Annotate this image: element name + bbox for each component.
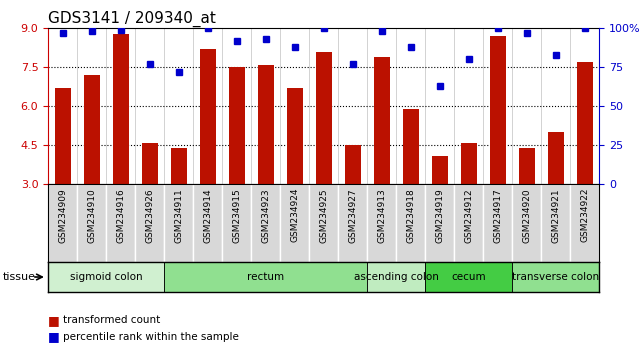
FancyBboxPatch shape — [48, 184, 77, 262]
Bar — [258, 65, 274, 184]
Bar — [199, 49, 215, 184]
Bar — [519, 148, 535, 184]
FancyBboxPatch shape — [396, 184, 425, 262]
Text: GSM234926: GSM234926 — [145, 188, 154, 242]
Bar — [83, 75, 99, 184]
Text: GSM234923: GSM234923 — [261, 188, 270, 242]
Bar — [374, 57, 390, 184]
Bar — [142, 143, 158, 184]
Bar — [577, 62, 593, 184]
Text: GSM234916: GSM234916 — [116, 188, 125, 243]
Text: GSM234919: GSM234919 — [435, 188, 444, 243]
Bar — [461, 143, 477, 184]
FancyBboxPatch shape — [251, 184, 280, 262]
FancyBboxPatch shape — [483, 184, 512, 262]
Bar — [287, 88, 303, 184]
FancyBboxPatch shape — [425, 184, 454, 262]
Text: GSM234917: GSM234917 — [494, 188, 503, 243]
Bar — [316, 52, 331, 184]
FancyBboxPatch shape — [541, 184, 570, 262]
FancyBboxPatch shape — [512, 262, 599, 292]
Bar — [229, 67, 245, 184]
Text: GSM234912: GSM234912 — [464, 188, 473, 242]
Text: GSM234921: GSM234921 — [551, 188, 560, 242]
Text: GSM234925: GSM234925 — [319, 188, 328, 242]
FancyBboxPatch shape — [512, 184, 541, 262]
Text: GSM234911: GSM234911 — [174, 188, 183, 243]
FancyBboxPatch shape — [280, 184, 309, 262]
Text: GSM234922: GSM234922 — [580, 188, 589, 242]
FancyBboxPatch shape — [454, 184, 483, 262]
Text: GSM234910: GSM234910 — [87, 188, 96, 243]
Text: GSM234927: GSM234927 — [348, 188, 357, 242]
FancyBboxPatch shape — [106, 184, 135, 262]
Text: rectum: rectum — [247, 272, 284, 282]
FancyBboxPatch shape — [309, 184, 338, 262]
FancyBboxPatch shape — [338, 184, 367, 262]
Text: ascending colon: ascending colon — [354, 272, 438, 282]
Text: ■: ■ — [48, 314, 60, 327]
FancyBboxPatch shape — [367, 262, 425, 292]
Text: percentile rank within the sample: percentile rank within the sample — [63, 332, 238, 342]
Text: sigmoid colon: sigmoid colon — [70, 272, 142, 282]
FancyBboxPatch shape — [48, 262, 164, 292]
FancyBboxPatch shape — [164, 184, 193, 262]
FancyBboxPatch shape — [164, 262, 367, 292]
Bar — [490, 36, 506, 184]
Text: transverse colon: transverse colon — [512, 272, 599, 282]
Bar — [345, 145, 361, 184]
FancyBboxPatch shape — [425, 262, 512, 292]
FancyBboxPatch shape — [135, 184, 164, 262]
Text: GSM234915: GSM234915 — [232, 188, 241, 243]
Bar — [54, 88, 71, 184]
Text: GSM234924: GSM234924 — [290, 188, 299, 242]
Text: cecum: cecum — [451, 272, 486, 282]
FancyBboxPatch shape — [367, 184, 396, 262]
Text: GSM234918: GSM234918 — [406, 188, 415, 243]
Text: GSM234914: GSM234914 — [203, 188, 212, 242]
Bar — [113, 34, 129, 184]
FancyBboxPatch shape — [193, 184, 222, 262]
FancyBboxPatch shape — [570, 184, 599, 262]
Bar — [403, 109, 419, 184]
Text: GDS3141 / 209340_at: GDS3141 / 209340_at — [48, 11, 216, 27]
Text: GSM234909: GSM234909 — [58, 188, 67, 243]
Text: tissue: tissue — [3, 272, 36, 282]
Bar — [548, 132, 564, 184]
FancyBboxPatch shape — [222, 184, 251, 262]
Text: GSM234920: GSM234920 — [522, 188, 531, 242]
Text: transformed count: transformed count — [63, 315, 160, 325]
Bar — [171, 148, 187, 184]
Text: GSM234913: GSM234913 — [378, 188, 387, 243]
Bar — [432, 155, 447, 184]
Text: ■: ■ — [48, 331, 60, 343]
FancyBboxPatch shape — [77, 184, 106, 262]
